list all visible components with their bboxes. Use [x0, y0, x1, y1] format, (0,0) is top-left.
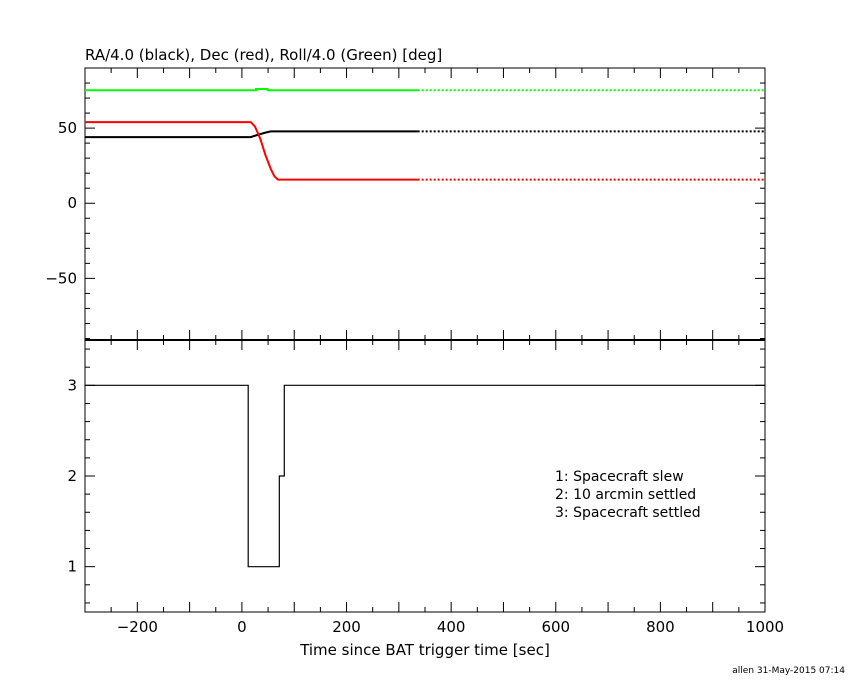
top-panel-title: RA/4.0 (black), Dec (red), Roll/4.0 (Gre… — [85, 46, 442, 64]
y-tick-label: 50 — [58, 119, 77, 137]
y-tick-label: 3 — [67, 376, 77, 394]
footer-credit: allen 31-May-2015 07:14 — [732, 666, 845, 676]
x-tick-label: 800 — [646, 618, 675, 636]
x-axis-label: Time since BAT trigger time [sec] — [299, 641, 550, 659]
x-tick-label: 1000 — [746, 618, 784, 636]
annotation-3: 3: Spacecraft settled — [555, 505, 701, 521]
y-tick-label: 1 — [67, 558, 77, 576]
top-panel: −50 0 50 — [45, 67, 766, 341]
y-tick-label: 0 — [67, 194, 77, 212]
y-tick-label: 2 — [67, 467, 77, 485]
y-tick-label: −50 — [45, 269, 77, 287]
x-tick-label: 600 — [541, 618, 570, 636]
bottom-panel: 1 2 3 −200 0 200 400 600 800 1000 — [67, 339, 784, 636]
series-line-dec — [85, 121, 418, 181]
x-tick-label: 400 — [437, 618, 466, 636]
x-tick-label: 200 — [332, 618, 361, 636]
series-line-settle-status — [85, 384, 765, 568]
plot-frame — [84, 67, 766, 341]
annotation-1: 1: Spacecraft slew — [555, 469, 684, 485]
x-tick-label: −200 — [117, 618, 158, 636]
series-line-ra-4-0 — [85, 130, 418, 139]
x-tick-label: 0 — [237, 618, 247, 636]
series-line-roll-4-0 — [85, 88, 418, 92]
annotation-2: 2: 10 arcmin settled — [555, 487, 696, 503]
